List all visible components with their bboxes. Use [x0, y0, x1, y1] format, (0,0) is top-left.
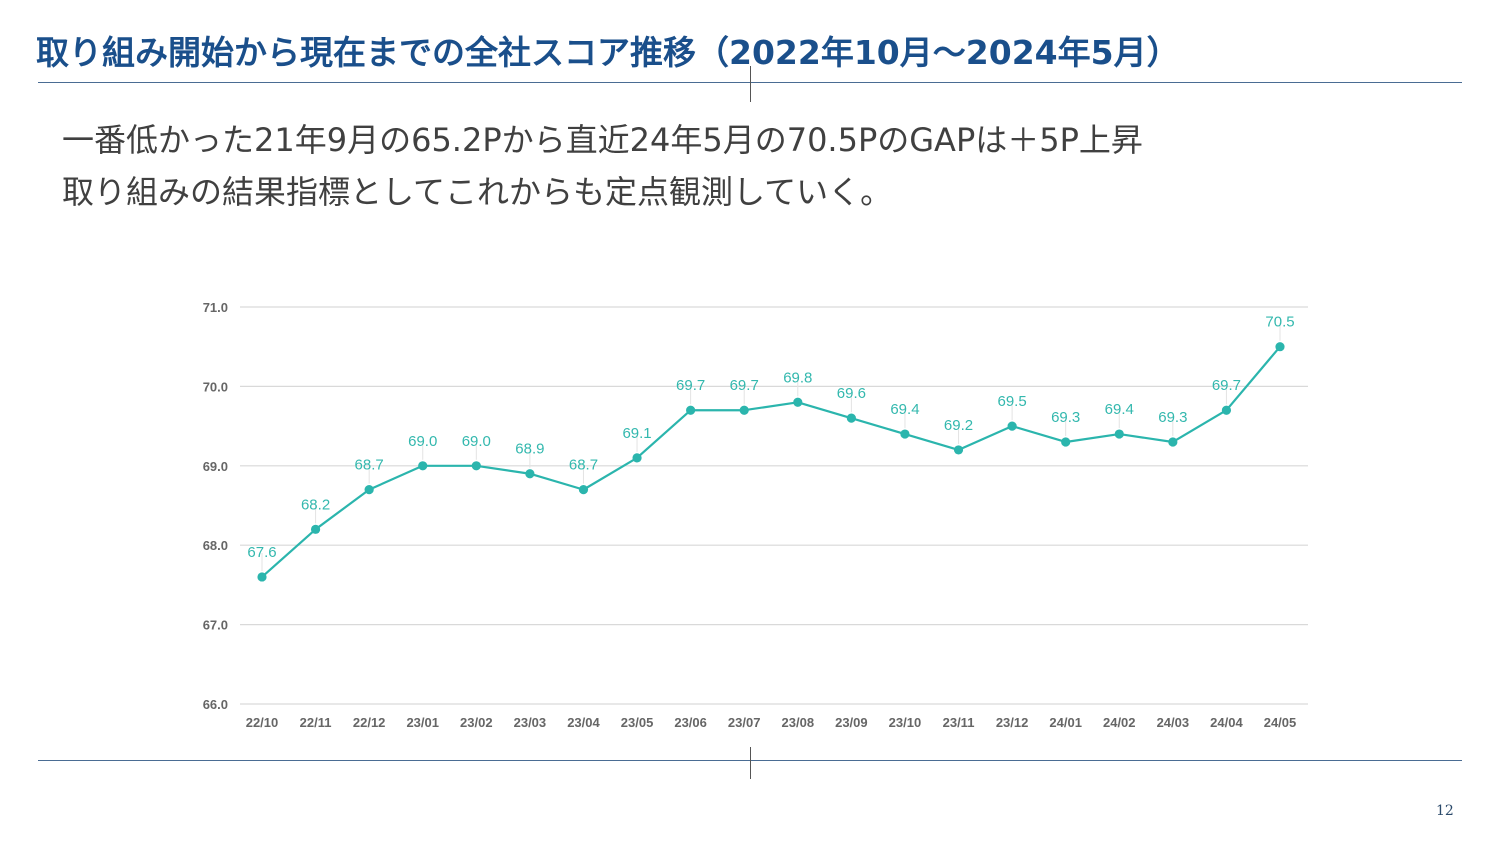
- data-label: 69.5: [998, 393, 1027, 410]
- data-point: [471, 461, 481, 471]
- x-tick-label: 24/01: [1049, 715, 1082, 730]
- data-label: 68.2: [301, 496, 330, 513]
- data-label: 69.3: [1051, 409, 1080, 426]
- center-guide-top: [750, 66, 751, 102]
- data-point: [364, 485, 374, 495]
- data-label: 69.0: [408, 433, 437, 450]
- x-tick-label: 23/02: [460, 715, 493, 730]
- x-tick-label: 23/05: [621, 715, 654, 730]
- data-point: [1275, 342, 1285, 352]
- x-tick-label: 24/05: [1264, 715, 1297, 730]
- x-tick-label: 24/04: [1210, 715, 1243, 730]
- data-point: [578, 485, 589, 495]
- data-label: 69.7: [676, 377, 705, 394]
- x-tick-label: 23/12: [996, 715, 1029, 730]
- y-tick-label: 70.0: [203, 379, 228, 394]
- data-label: 69.7: [730, 377, 759, 394]
- data-label: 67.6: [247, 544, 276, 561]
- data-point: [686, 405, 696, 415]
- x-tick-label: 23/07: [728, 715, 761, 730]
- data-point: [525, 469, 535, 479]
- y-tick-label: 68.0: [203, 538, 228, 553]
- data-point: [257, 572, 267, 582]
- data-point: [310, 524, 321, 534]
- page-number: 12: [1436, 803, 1454, 819]
- y-tick-label: 66.0: [203, 697, 228, 712]
- x-tick-label: 22/12: [353, 715, 386, 730]
- data-label: 69.0: [462, 433, 491, 450]
- data-point: [793, 397, 803, 407]
- x-tick-label: 23/10: [889, 715, 922, 730]
- series-line: [261, 345, 1281, 578]
- data-point: [1007, 421, 1017, 431]
- x-tick-label: 23/09: [835, 715, 868, 730]
- center-guide-bottom: [750, 747, 751, 779]
- data-label: 68.7: [355, 457, 384, 474]
- data-point: [632, 453, 642, 463]
- data-label: 70.5: [1265, 314, 1294, 331]
- data-label: 69.7: [1212, 377, 1241, 394]
- data-point: [1168, 437, 1178, 447]
- x-tick-label: 22/10: [246, 715, 279, 730]
- x-tick-label: 23/06: [674, 715, 707, 730]
- x-tick-label: 23/04: [567, 715, 600, 730]
- data-label: 69.8: [783, 369, 812, 386]
- data-point: [846, 413, 856, 423]
- data-point: [739, 405, 749, 415]
- summary-line-1: 一番低かった21年9月の65.2Pから直近24年5月の70.5PのGAPは＋5P…: [62, 121, 1143, 159]
- data-point: [900, 429, 910, 439]
- summary-line-2: 取り組みの結果指標としてこれからも定点観測していく。: [62, 173, 893, 211]
- data-label: 69.4: [1105, 401, 1134, 418]
- x-tick-label: 23/01: [406, 715, 439, 730]
- data-point: [1061, 437, 1071, 447]
- y-tick-label: 71.0: [203, 300, 228, 315]
- summary-text: 一番低かった21年9月の65.2Pから直近24年5月の70.5PのGAPは＋5P…: [62, 114, 1143, 218]
- data-label: 69.1: [622, 425, 651, 442]
- data-label: 68.9: [515, 441, 544, 458]
- x-tick-label: 24/02: [1103, 715, 1136, 730]
- data-label: 69.6: [837, 385, 866, 402]
- data-point: [1221, 405, 1232, 415]
- y-tick-label: 69.0: [203, 459, 228, 474]
- x-tick-label: 23/11: [943, 715, 975, 730]
- data-label: 69.4: [890, 401, 919, 418]
- data-point: [418, 461, 428, 471]
- data-label: 69.3: [1158, 409, 1187, 426]
- x-tick-label: 23/08: [782, 715, 815, 730]
- data-point: [1114, 429, 1124, 439]
- slide-title: 取り組み開始から現在までの全社スコア推移（2022年10月～2024年5月）: [36, 33, 1180, 72]
- y-tick-label: 67.0: [203, 618, 228, 633]
- x-tick-label: 22/11: [300, 715, 332, 730]
- data-label: 69.2: [944, 417, 973, 434]
- data-label: 68.7: [569, 457, 598, 474]
- x-tick-label: 24/03: [1157, 715, 1190, 730]
- data-point: [953, 445, 964, 455]
- x-tick-label: 23/03: [514, 715, 547, 730]
